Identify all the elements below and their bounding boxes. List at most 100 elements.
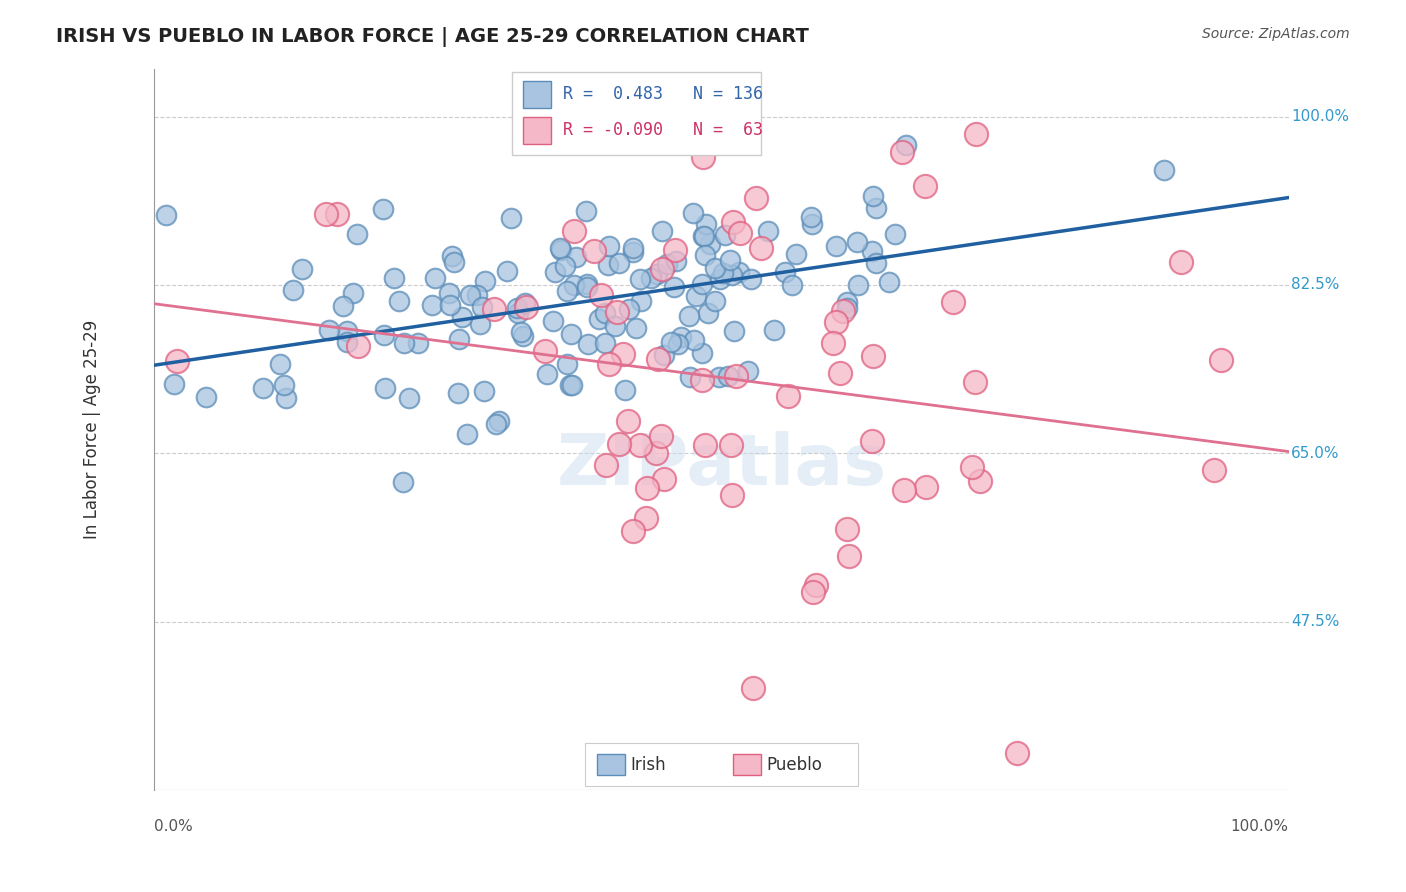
Point	[609, 256, 631, 270]
Point	[678, 309, 700, 323]
Point	[440, 249, 463, 263]
Point	[692, 228, 714, 243]
FancyBboxPatch shape	[523, 81, 551, 108]
Point	[695, 217, 717, 231]
Point	[163, 376, 186, 391]
Point	[838, 549, 860, 563]
Point	[723, 324, 745, 338]
Point	[666, 336, 689, 351]
Point	[373, 202, 395, 217]
Point	[273, 377, 295, 392]
FancyBboxPatch shape	[596, 754, 626, 775]
Point	[506, 306, 529, 320]
Point	[408, 335, 430, 350]
Point	[824, 238, 846, 252]
Point	[392, 335, 415, 350]
Point	[472, 384, 495, 398]
Point	[846, 278, 869, 293]
Point	[423, 270, 446, 285]
Text: In Labor Force | Age 25-29: In Labor Force | Age 25-29	[83, 319, 101, 539]
Point	[636, 481, 658, 495]
Point	[721, 215, 744, 229]
Point	[398, 391, 420, 405]
Text: Source: ZipAtlas.com: Source: ZipAtlas.com	[1202, 27, 1350, 41]
Point	[776, 388, 799, 402]
Point	[1170, 254, 1192, 268]
Point	[745, 191, 768, 205]
Point	[562, 224, 585, 238]
Point	[513, 296, 536, 310]
Point	[456, 426, 478, 441]
Point	[621, 241, 644, 255]
Point	[823, 336, 845, 351]
Point	[626, 321, 648, 335]
Point	[465, 288, 488, 302]
Point	[562, 278, 585, 293]
Point	[860, 434, 883, 449]
Point	[806, 578, 828, 592]
Point	[697, 305, 720, 319]
Point	[893, 483, 915, 497]
Point	[628, 272, 651, 286]
Point	[437, 286, 460, 301]
Point	[595, 306, 617, 320]
Point	[756, 224, 779, 238]
Point	[155, 208, 177, 222]
Point	[603, 319, 626, 334]
Point	[252, 381, 274, 395]
Point	[588, 312, 610, 326]
Point	[439, 298, 461, 312]
Point	[1209, 353, 1232, 368]
Point	[652, 472, 675, 486]
Point	[422, 298, 444, 312]
Point	[561, 378, 583, 392]
Point	[801, 217, 824, 231]
Point	[965, 127, 987, 141]
Point	[1202, 463, 1225, 477]
Point	[619, 301, 641, 316]
Point	[496, 264, 519, 278]
Point	[800, 210, 823, 224]
Point	[644, 446, 666, 460]
Point	[509, 326, 531, 340]
Point	[607, 436, 630, 450]
Point	[728, 265, 751, 279]
Point	[506, 301, 529, 315]
Point	[773, 265, 796, 279]
Point	[471, 300, 494, 314]
Point	[451, 310, 474, 324]
Point	[825, 315, 848, 329]
Point	[166, 353, 188, 368]
Point	[336, 324, 359, 338]
Text: 0.0%: 0.0%	[155, 819, 193, 834]
Point	[837, 521, 859, 535]
Point	[883, 227, 905, 241]
Point	[382, 270, 405, 285]
Point	[685, 289, 707, 303]
Point	[718, 252, 741, 267]
Point	[671, 330, 693, 344]
Point	[862, 188, 884, 202]
Point	[555, 285, 578, 299]
Point	[291, 262, 314, 277]
Point	[714, 227, 737, 242]
Point	[558, 378, 581, 392]
Text: 100.0%: 100.0%	[1230, 819, 1289, 834]
Point	[740, 272, 762, 286]
Point	[536, 368, 558, 382]
Point	[534, 343, 557, 358]
Point	[801, 584, 824, 599]
Point	[1005, 747, 1028, 761]
Point	[650, 429, 672, 443]
Text: R = -0.090   N =  63: R = -0.090 N = 63	[562, 120, 762, 139]
Point	[612, 347, 634, 361]
Point	[636, 510, 658, 524]
Point	[693, 248, 716, 262]
Point	[692, 229, 714, 244]
Point	[707, 369, 730, 384]
Text: 47.5%: 47.5%	[1291, 614, 1340, 629]
Point	[575, 277, 598, 291]
Point	[671, 90, 693, 104]
Point	[485, 417, 508, 431]
Point	[877, 275, 900, 289]
